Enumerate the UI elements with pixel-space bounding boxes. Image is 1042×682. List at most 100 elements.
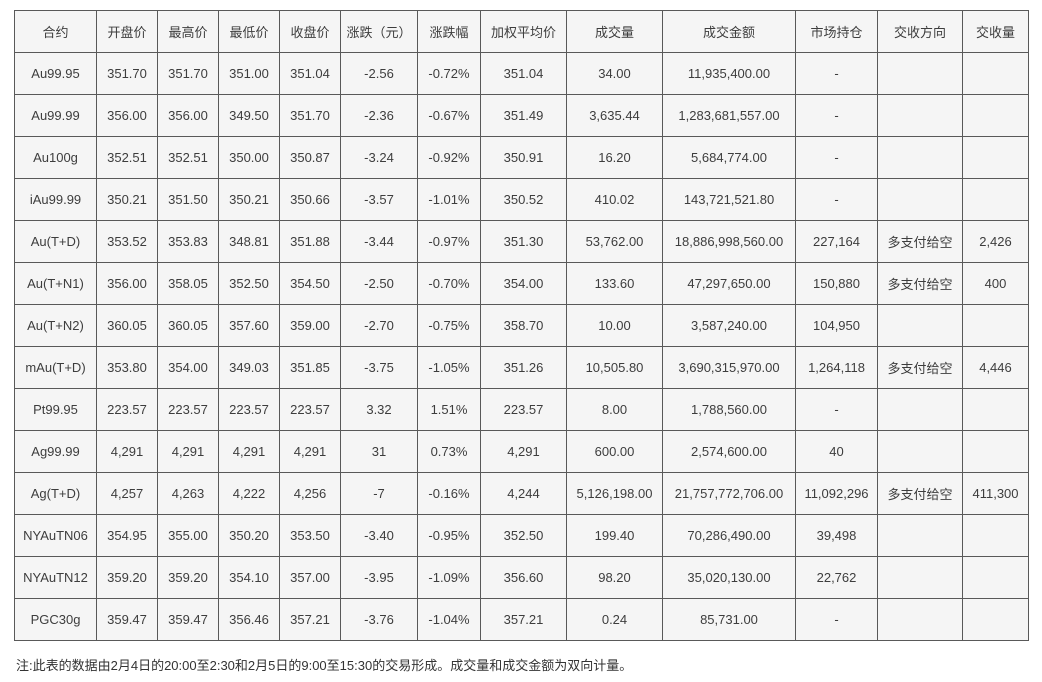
value-cell: -1.01% — [417, 178, 481, 221]
value-cell: - — [795, 52, 878, 95]
value-cell: -0.95% — [417, 514, 481, 557]
value-cell: 4,291 — [157, 430, 219, 473]
value-cell — [962, 430, 1029, 473]
value-cell: -1.09% — [417, 556, 481, 599]
value-cell — [962, 598, 1029, 641]
table-row: Au(T+N1) 356.00 358.05 352.50 354.50 -2.50 -0.… — [14, 262, 1029, 305]
column-header: 交收量 — [962, 10, 1029, 53]
table-row: Ag99.99 4,291 4,291 4,291 4,291 31 0.73% 4,291 6… — [14, 430, 1029, 473]
table-row: Au100g 352.51 352.51 350.00 350.87 -3.24 -0.92… — [14, 136, 1029, 179]
column-header: 交收方向 — [877, 10, 963, 53]
column-header: 成交量 — [566, 10, 663, 53]
value-cell: 351.30 — [480, 220, 567, 263]
value-cell: 3.32 — [340, 388, 418, 431]
value-cell: 351.70 — [279, 94, 341, 137]
column-header: 最低价 — [218, 10, 280, 53]
contract-cell: Au100g — [14, 136, 97, 179]
value-cell: 18,886,998,560.00 — [662, 220, 796, 263]
value-cell: 356.46 — [218, 598, 280, 641]
value-cell: 355.00 — [157, 514, 219, 557]
value-cell: 356.60 — [480, 556, 567, 599]
value-cell: 350.87 — [279, 136, 341, 179]
value-cell: 354.10 — [218, 556, 280, 599]
value-cell: -0.72% — [417, 52, 481, 95]
value-cell: 3,690,315,970.00 — [662, 346, 796, 389]
value-cell — [877, 388, 963, 431]
value-cell: 357.00 — [279, 556, 341, 599]
value-cell — [962, 178, 1029, 221]
value-cell: -0.97% — [417, 220, 481, 263]
value-cell: 22,762 — [795, 556, 878, 599]
value-cell: 353.83 — [157, 220, 219, 263]
value-cell — [877, 178, 963, 221]
contract-cell: Pt99.95 — [14, 388, 97, 431]
table-row: Au99.95 351.70 351.70 351.00 351.04 -2.56 -0.7… — [14, 52, 1029, 95]
column-header: 合约 — [14, 10, 97, 53]
value-cell — [877, 94, 963, 137]
value-cell: -1.04% — [417, 598, 481, 641]
value-cell: 351.70 — [157, 52, 219, 95]
value-cell: -0.70% — [417, 262, 481, 305]
column-header: 涨跌（元） — [340, 10, 418, 53]
value-cell: -3.24 — [340, 136, 418, 179]
value-cell: 227,164 — [795, 220, 878, 263]
contract-cell: Ag99.99 — [14, 430, 97, 473]
value-cell: 354.00 — [480, 262, 567, 305]
value-cell: 4,446 — [962, 346, 1029, 389]
value-cell — [877, 514, 963, 557]
value-cell: 356.00 — [96, 262, 158, 305]
column-header: 涨跌幅 — [417, 10, 481, 53]
value-cell: 5,126,198.00 — [566, 472, 663, 515]
value-cell: -2.56 — [340, 52, 418, 95]
footnote: 注:此表的数据由2月4日的20:00至2:30和2月5日的9:00至15:30的… — [16, 658, 633, 673]
value-cell — [962, 514, 1029, 557]
value-cell: 多支付给空 — [877, 472, 963, 515]
contract-cell: Au(T+N1) — [14, 262, 97, 305]
value-cell: 349.50 — [218, 94, 280, 137]
value-cell: 4,256 — [279, 472, 341, 515]
contract-cell: iAu99.99 — [14, 178, 97, 221]
value-cell: 21,757,772,706.00 — [662, 472, 796, 515]
value-cell — [962, 52, 1029, 95]
value-cell: 多支付给空 — [877, 262, 963, 305]
contract-cell: NYAuTN12 — [14, 556, 97, 599]
value-cell: 352.50 — [480, 514, 567, 557]
value-cell: 359.00 — [279, 304, 341, 347]
value-cell: 40 — [795, 430, 878, 473]
value-cell: 353.50 — [279, 514, 341, 557]
table-row: NYAuTN06 354.95 355.00 350.20 353.50 -3.40 -0.… — [14, 514, 1029, 557]
value-cell: -0.75% — [417, 304, 481, 347]
value-cell: 1,283,681,557.00 — [662, 94, 796, 137]
value-cell: -1.05% — [417, 346, 481, 389]
value-cell: 16.20 — [566, 136, 663, 179]
value-cell: 354.00 — [157, 346, 219, 389]
value-cell: -2.36 — [340, 94, 418, 137]
value-cell: 357.21 — [279, 598, 341, 641]
value-cell: 223.57 — [480, 388, 567, 431]
value-cell: 2,426 — [962, 220, 1029, 263]
contract-cell: Au(T+D) — [14, 220, 97, 263]
value-cell: 多支付给空 — [877, 220, 963, 263]
value-cell: 411,300 — [962, 472, 1029, 515]
value-cell: 350.66 — [279, 178, 341, 221]
value-cell: 358.70 — [480, 304, 567, 347]
value-cell: 351.04 — [480, 52, 567, 95]
contract-cell: Au99.95 — [14, 52, 97, 95]
value-cell: - — [795, 94, 878, 137]
value-cell: 356.00 — [157, 94, 219, 137]
value-cell: -3.57 — [340, 178, 418, 221]
column-header: 市场持仓 — [795, 10, 878, 53]
value-cell: 199.40 — [566, 514, 663, 557]
value-cell: 358.05 — [157, 262, 219, 305]
value-cell — [962, 304, 1029, 347]
value-cell: 35,020,130.00 — [662, 556, 796, 599]
value-cell: -3.75 — [340, 346, 418, 389]
value-cell: 47,297,650.00 — [662, 262, 796, 305]
table-row: Au(T+N2) 360.05 360.05 357.60 359.00 -2.70 -0.… — [14, 304, 1029, 347]
value-cell: 360.05 — [96, 304, 158, 347]
value-cell: 350.20 — [218, 514, 280, 557]
contract-cell: Au99.99 — [14, 94, 97, 137]
value-cell — [962, 556, 1029, 599]
value-cell: 351.85 — [279, 346, 341, 389]
value-cell: 10,505.80 — [566, 346, 663, 389]
